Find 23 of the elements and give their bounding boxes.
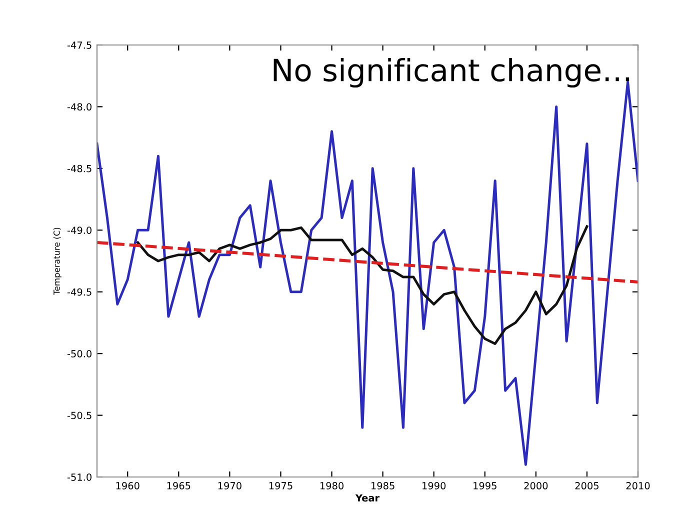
x-tick-label: 1960 [116, 482, 140, 490]
x-tick-label: 2010 [626, 482, 650, 490]
annotation: No significant change… [274, 58, 630, 88]
x-tick-label: 2005 [575, 482, 598, 490]
y-axis-title: Temperature (C) [53, 228, 62, 295]
y-tick-label: -47.5 [67, 42, 92, 49]
y-tick-label: -48.0 [67, 103, 92, 111]
y-tick-label: -49.0 [67, 226, 92, 234]
x-tick-label: 1980 [320, 482, 344, 490]
x-tick-label: 1985 [372, 482, 394, 490]
line-series [136, 225, 588, 345]
x-tick-label: 1975 [269, 482, 292, 490]
x-tick-label: 1995 [474, 482, 496, 490]
x-tick-label: 1990 [422, 482, 446, 490]
y-tick-label: -48.5 [67, 164, 92, 172]
y-tick-label: -49.5 [67, 288, 92, 296]
x-tick-label: 2000 [524, 482, 548, 490]
x-axis-title: Year [355, 494, 380, 502]
y-tick-label: -51.0 [67, 473, 92, 481]
y-tick-label: -50.5 [67, 412, 92, 420]
y-tick-label: -50.0 [67, 350, 92, 358]
x-tick-label: 1970 [218, 482, 242, 490]
x-tick-label: 1965 [167, 482, 190, 490]
